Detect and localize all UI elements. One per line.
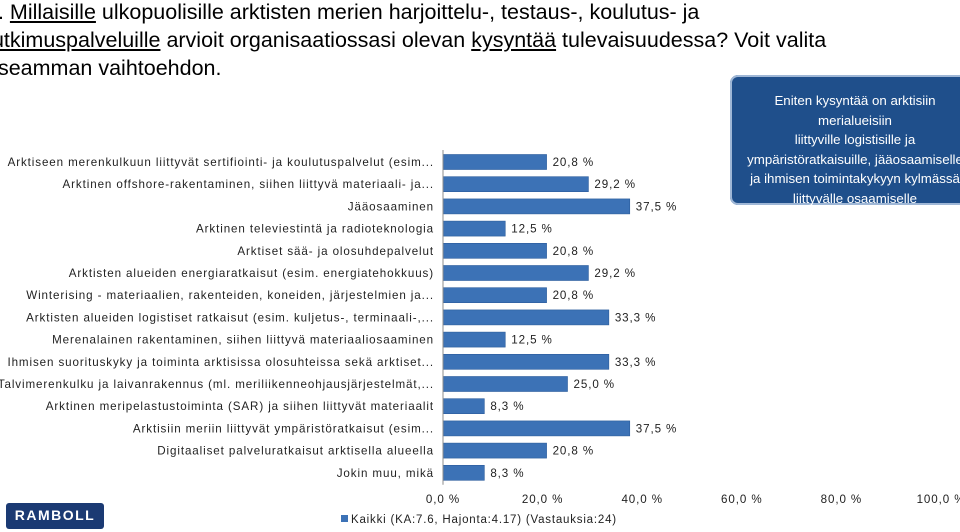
question-title: 2. Millaisille ulkopuolisille arktisten …	[0, 0, 960, 82]
bar	[442, 353, 610, 370]
bar	[442, 464, 485, 481]
category-label: Winterising - materiaalien, rakenteiden,…	[26, 289, 434, 302]
category-label: Arktisiin meriin liittyvät ympäristöratk…	[133, 422, 434, 435]
ramboll-logo: RAMBOLL	[6, 503, 104, 529]
question-text-4: useamman vaihtoehdon.	[0, 56, 222, 80]
question-keyword-1: Millaisille	[9, 0, 96, 24]
data-label: 20,8 %	[553, 289, 595, 302]
category-label: Arktinen offshore-rakentaminen, siihen l…	[63, 178, 434, 191]
category-label: Arktiseen merenkulkuun liittyvät sertifi…	[8, 156, 434, 169]
category-label: Jääosaaminen	[348, 200, 434, 213]
bar	[442, 287, 547, 304]
question-keyword-2: tutkimuspalveluille	[0, 28, 161, 52]
bar	[442, 442, 547, 459]
category-label: Arktisten alueiden logistiset ratkaisut …	[26, 311, 434, 324]
logo-text: RAMBOLL	[14, 507, 96, 523]
bar	[442, 154, 547, 170]
data-label: 12,5 %	[511, 223, 553, 236]
question-text-2: arvioit organisaatiossasi olevan	[160, 28, 472, 52]
question-text-3: tulevaisuudessa? Voit valita	[556, 28, 827, 52]
data-label: 33,3 %	[615, 356, 657, 369]
x-tick-label: 100,0 %	[917, 493, 960, 506]
question-number: 2.	[0, 0, 10, 24]
legend-swatch	[341, 515, 348, 522]
data-label: 37,5 %	[636, 200, 678, 213]
data-label: 8,3 %	[490, 400, 524, 413]
category-label: Arktinen televiestintä ja radioteknologi…	[196, 223, 434, 236]
category-label: Jokin muu, mikä	[337, 467, 434, 480]
summary-callout: Eniten kysyntää on arktisiin merialueisi…	[730, 75, 960, 206]
data-label: 37,5 %	[636, 422, 678, 435]
data-label: 8,3 %	[490, 467, 524, 480]
x-tick-label: 20,0 %	[522, 493, 564, 506]
category-label: Talvimerenkulku ja laivanrakennus (ml. m…	[0, 378, 434, 391]
question-keyword-3: kysyntää	[471, 28, 557, 52]
data-label: 20,8 %	[553, 245, 595, 258]
category-label: Arktisten alueiden energiaratkaisut (esi…	[69, 267, 434, 280]
data-label: 25,0 %	[574, 378, 616, 391]
bar	[442, 309, 610, 326]
bar	[442, 265, 589, 281]
bar	[442, 331, 506, 348]
category-label: Merenalainen rakentaminen, siihen liitty…	[52, 334, 434, 347]
x-tick-label: 80,0 %	[821, 493, 863, 506]
x-tick-label: 60,0 %	[721, 493, 763, 506]
data-label: 29,2 %	[594, 178, 636, 191]
data-label: 20,8 %	[553, 156, 595, 169]
data-label: 20,8 %	[553, 445, 595, 458]
bar	[442, 176, 589, 192]
category-label: Arktinen meripelastustoiminta (SAR) ja s…	[46, 400, 434, 413]
bar	[442, 420, 631, 437]
category-label: Digitaaliset palveluratkaisut arktisella…	[157, 445, 434, 458]
bar	[442, 198, 631, 215]
data-label: 33,3 %	[615, 311, 657, 324]
callout-text: Eniten kysyntää on arktisiin merialueisi…	[747, 93, 960, 206]
bar	[442, 220, 506, 237]
data-label: 12,5 %	[511, 334, 553, 347]
data-label: 29,2 %	[594, 267, 636, 280]
x-tick-label: 40,0 %	[621, 493, 663, 506]
chart-legend: Kaikki (KA:7.6, Hajonta:4.17) (Vastauksi…	[341, 514, 617, 530]
bar	[442, 243, 547, 259]
category-label: Arktiset sää- ja olosuhdepalvelut	[237, 245, 434, 258]
bar	[442, 376, 568, 392]
bar	[442, 398, 485, 415]
category-label: Ihmisen suorituskyky ja toiminta arktisi…	[7, 356, 434, 369]
question-text-1: ulkopuolisille arktisten merien harjoitt…	[95, 0, 700, 24]
legend-label: Kaikki (KA:7.6, Hajonta:4.17) (Vastauksi…	[351, 514, 617, 526]
x-tick-label: 0,0 %	[426, 493, 460, 506]
